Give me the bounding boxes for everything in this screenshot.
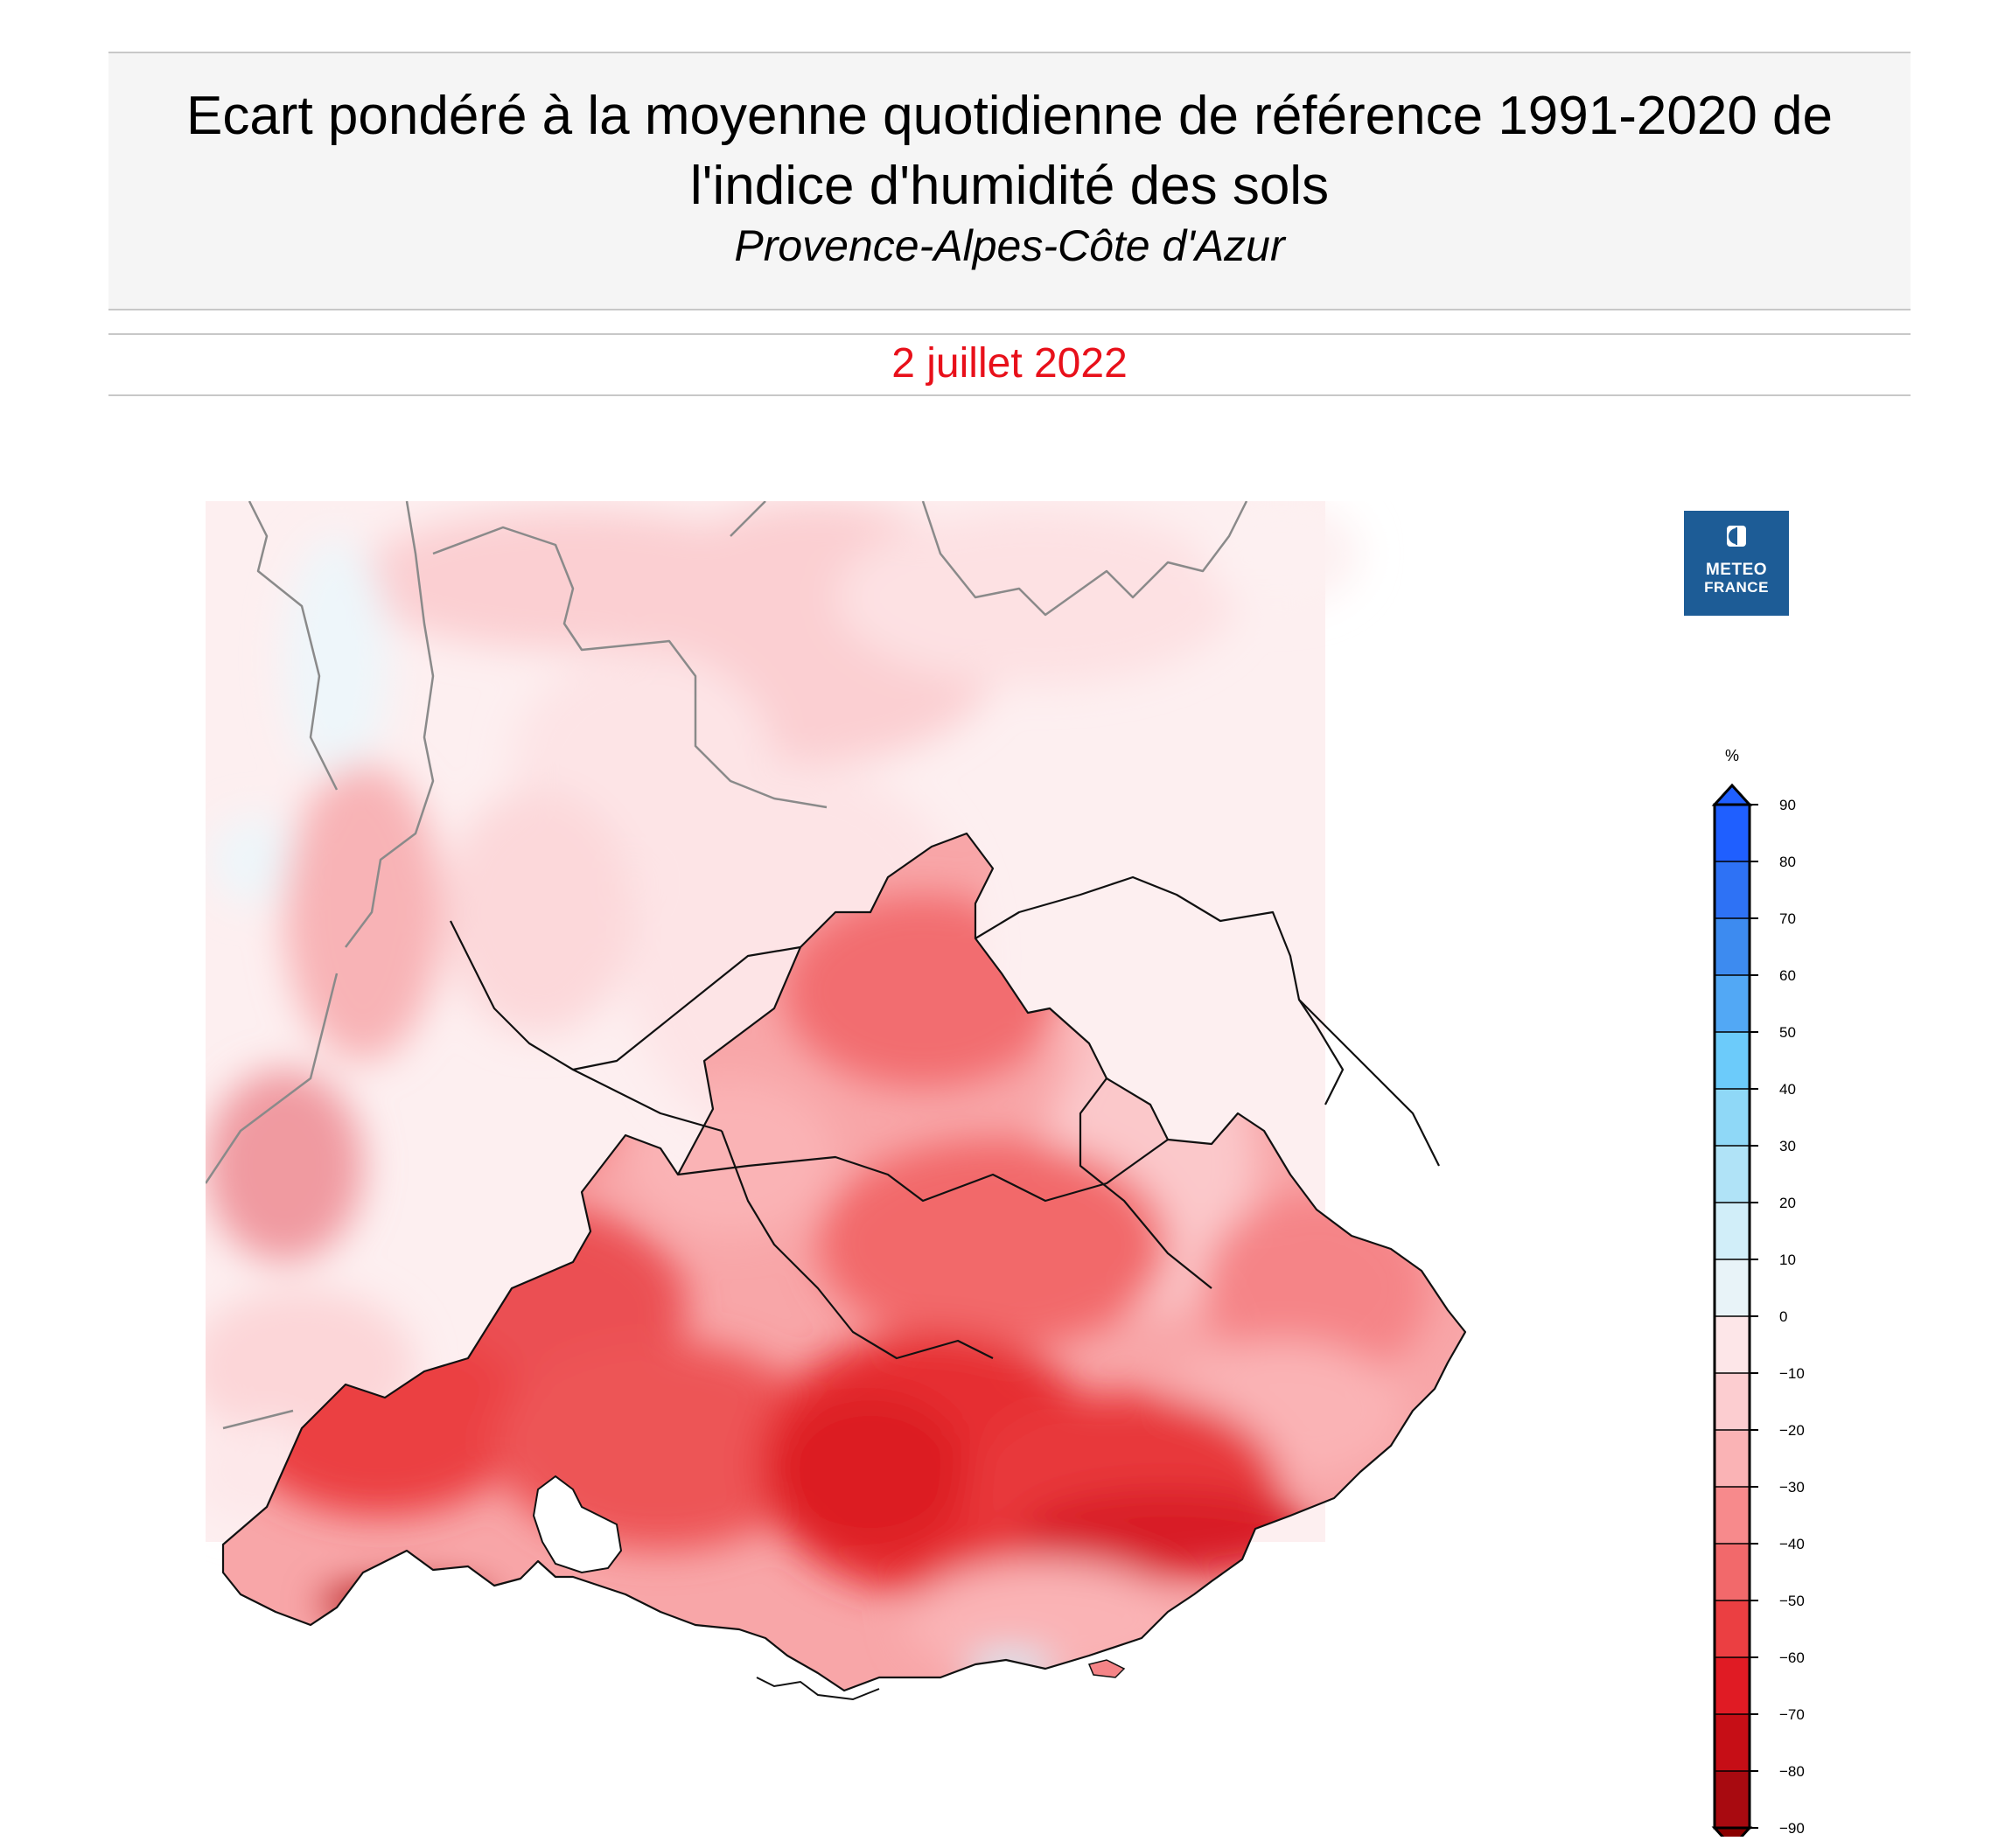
legend-bin (1715, 975, 1750, 1032)
legend-bin (1715, 1316, 1750, 1373)
legend-tick-label: −50 (1779, 1593, 1805, 1609)
legend-unit-label: % (1725, 747, 1739, 764)
region-subtitle: Provence-Alpes-Côte d'Azur (734, 221, 1285, 270)
legend-tick-label: −40 (1779, 1536, 1805, 1552)
legend-over-triangle (1711, 783, 1753, 806)
legend-tick-label: −70 (1779, 1706, 1805, 1723)
legend-bin (1715, 1714, 1750, 1771)
legend-tick-label: −20 (1779, 1422, 1805, 1439)
legend-tick-label: 20 (1779, 1195, 1796, 1211)
legend-tick-label: 70 (1779, 910, 1796, 927)
legend-bin (1715, 1089, 1750, 1146)
legend-tick-label: −10 (1779, 1365, 1805, 1382)
legend-tick-label: 0 (1779, 1308, 1787, 1325)
title-panel: Ecart pondéré à la moyenne quotidienne d… (108, 52, 1911, 310)
legend-bin (1715, 861, 1750, 918)
meteo-france-logo: METEO FRANCE (1684, 511, 1789, 616)
legend-bin (1715, 1430, 1750, 1487)
legend-tick-label: 10 (1779, 1252, 1796, 1268)
meteo-france-emblem-icon (1727, 526, 1746, 547)
legend-tick-label: 50 (1779, 1024, 1796, 1041)
legend-tick-label: −80 (1779, 1763, 1805, 1780)
legend-tick-label: −30 (1779, 1479, 1805, 1496)
legend-bin (1715, 1032, 1750, 1089)
etang-de-berre (532, 1475, 623, 1574)
legend-bin (1715, 1259, 1750, 1316)
legend-tick-label: 90 (1779, 797, 1796, 813)
legend-bin (1715, 1657, 1750, 1714)
map-title: Ecart pondéré à la moyenne quotidienne d… (185, 86, 1834, 216)
legend-tick-label: 30 (1779, 1138, 1796, 1154)
legend-tick-label: −90 (1779, 1820, 1805, 1837)
legend-tick-label: 60 (1779, 967, 1796, 984)
legend-bin (1715, 1373, 1750, 1430)
logo-text-line2: FRANCE (1704, 579, 1769, 596)
legend-bin (1715, 805, 1750, 861)
legend-tick-label: 80 (1779, 854, 1796, 870)
legend-bin (1715, 1544, 1750, 1600)
soil-moisture-map (206, 501, 1631, 1791)
map-date: 2 juillet 2022 (891, 340, 1128, 387)
legend-bin (1715, 1146, 1750, 1203)
legend-tick-label: −60 (1779, 1649, 1805, 1666)
date-band: 2 juillet 2022 (108, 333, 1911, 396)
legend-bin (1715, 1203, 1750, 1259)
legend-bin (1715, 918, 1750, 975)
legend-bin (1715, 1771, 1750, 1828)
legend-bin (1715, 1600, 1750, 1657)
color-scale-legend: % 90 80 70 60 50 40 30 20 10 0 −10 −20 −30 −40 −50 −60 −… (1711, 747, 1805, 1837)
legend-tick-label: 40 (1779, 1081, 1796, 1098)
logo-text-line1: METEO (1705, 561, 1768, 579)
legend-bin (1715, 1487, 1750, 1544)
